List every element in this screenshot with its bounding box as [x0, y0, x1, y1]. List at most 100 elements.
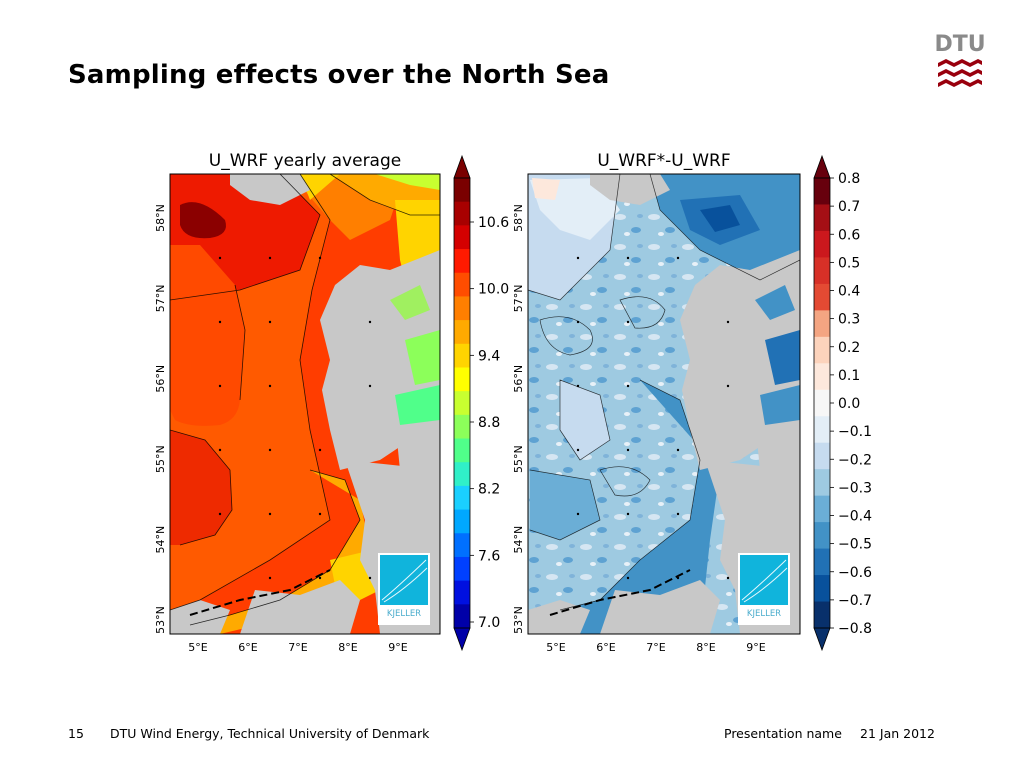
colorbar-swatch: [454, 485, 470, 511]
lat-label: 57°N: [512, 285, 525, 313]
colorbar-tick-label: −0.4: [838, 509, 872, 525]
colorbar-tick-label: −0.8: [838, 621, 872, 637]
colorbar-tick-label: −0.5: [838, 537, 872, 553]
colorbar-tick-label: 0.7: [838, 199, 860, 215]
colorbar-tick-label: 10.0: [478, 282, 509, 298]
lon-label: 8°E: [338, 641, 357, 654]
colorbar-tick-label: 0.1: [838, 368, 860, 384]
colorbar-tick-label: 7.6: [478, 548, 500, 564]
lon-label: 8°E: [696, 641, 715, 654]
colorbar-swatch: [814, 495, 830, 523]
map2-title: U_WRF*-U_WRF: [597, 151, 730, 171]
colorbar-tick-label: 0.2: [838, 340, 860, 356]
colorbar-tick-label: 9.4: [478, 348, 500, 364]
lon-label: 7°E: [646, 641, 665, 654]
colorbar-swatch: [814, 522, 830, 550]
colorbar-tick-label: −0.2: [838, 452, 872, 468]
lon-label: 5°E: [546, 641, 565, 654]
colorbar-swatch: [454, 201, 470, 226]
lon-label: 6°E: [238, 641, 257, 654]
presentation-date: 21 Jan 2012: [860, 726, 935, 741]
organization-name: DTU Wind Energy, Technical University of…: [110, 726, 430, 741]
map1-lon-axis: 5°E 6°E 7°E 8°E 9°E: [188, 641, 407, 654]
lat-label: 55°N: [154, 445, 167, 473]
colorbar-swatch: [814, 548, 830, 576]
colorbar-swatch: [814, 469, 830, 497]
colorbar-tick-label: 0.6: [838, 227, 860, 243]
map1-colorbar: 10.6 10.0 9.4 8.8 8.2 7.6 7.0: [453, 154, 509, 652]
svg-text:KJELLER: KJELLER: [747, 609, 781, 619]
dtu-logo: DTU: [936, 32, 984, 87]
colorbar-tick-label: 7.0: [478, 615, 500, 631]
map1-field: KJELLER: [170, 174, 440, 634]
colorbar-swatch: [454, 580, 470, 605]
colorbar-tick-label: 0.8: [838, 171, 860, 187]
lon-label: 5°E: [188, 641, 207, 654]
lat-label: 58°N: [512, 204, 525, 232]
lon-label: 9°E: [388, 641, 407, 654]
colorbar-swatch: [454, 604, 470, 629]
colorbar-swatch: [454, 509, 470, 534]
colorbar-tick-label: −0.7: [838, 593, 872, 609]
colorbar-swatch: [454, 556, 470, 582]
lat-label: 57°N: [154, 285, 167, 313]
colorbar-tick-label: −0.1: [838, 424, 872, 440]
colorbar-swatch: [814, 363, 830, 391]
colorbar-outline: [453, 177, 471, 629]
colorbar-swatch: [814, 230, 830, 258]
presentation-name: Presentation name: [724, 726, 842, 741]
colorbar-swatch: [454, 438, 470, 463]
colorbar-swatch: [814, 257, 830, 285]
colorbar-swatch: [814, 442, 830, 470]
colorbar-tick-label: 10.6: [478, 215, 509, 231]
colorbar-min-cap: [453, 627, 471, 652]
colorbar-swatch: [454, 367, 470, 392]
dtu-wave-icon: [938, 59, 982, 87]
colorbar-swatch: [454, 225, 470, 250]
lon-label: 6°E: [596, 641, 615, 654]
map1-title: U_WRF yearly average: [209, 151, 401, 171]
colorbar-swatch: [454, 343, 470, 368]
lon-label: 9°E: [746, 641, 765, 654]
colorbar-swatch: [814, 601, 830, 629]
colorbar-swatch: [454, 414, 470, 440]
map2-lon-axis: 5°E 6°E 7°E 8°E 9°E: [546, 641, 765, 654]
map2-field: KJELLER: [528, 174, 800, 634]
colorbar-swatch: [814, 204, 830, 232]
map1-lat-axis: 58°N 57°N 56°N 55°N 54°N 53°N: [154, 204, 167, 634]
colorbar-max-cap: [453, 154, 471, 179]
svg-text:KJELLER: KJELLER: [387, 609, 421, 619]
colorbar-swatch: [814, 575, 830, 603]
colorbar-tick-label: 0.4: [838, 284, 860, 300]
colorbar-swatch: [454, 320, 470, 345]
colorbar-tick-label: 8.8: [478, 415, 500, 431]
map2-frame: [527, 173, 801, 635]
map2-lat-axis: 58°N 57°N 56°N 55°N 54°N 53°N: [512, 204, 525, 634]
colorbar-swatch: [454, 296, 470, 321]
colorbar-swatch: [454, 178, 470, 203]
page-number: 15: [68, 726, 84, 741]
lat-label: 56°N: [512, 365, 525, 393]
colorbar-swatch: [454, 249, 470, 274]
lat-label: 56°N: [154, 365, 167, 393]
lat-label: 53°N: [512, 606, 525, 634]
colorbar-max-cap: [813, 154, 831, 179]
colorbar-min-cap: [813, 627, 831, 652]
lat-label: 54°N: [512, 526, 525, 554]
colorbar-swatch: [454, 391, 470, 416]
colorbar-tick-label: −0.3: [838, 480, 872, 496]
map2-colorbar: 0.8 0.7 0.6 0.5 0.4 0.3 0.2 0.1 0.0 −0.1 −0.2 −0.3 −…: [813, 154, 872, 652]
lat-label: 55°N: [512, 445, 525, 473]
colorbar-swatch: [454, 462, 470, 487]
lat-label: 58°N: [154, 204, 167, 232]
lat-label: 53°N: [154, 606, 167, 634]
colorbar-tick-label: 0.3: [838, 312, 860, 328]
map1-frame: [169, 173, 441, 635]
colorbar-swatch: [814, 310, 830, 338]
map2-watermark: KJELLER: [738, 553, 790, 625]
colorbar-tick-label: 0.5: [838, 255, 860, 271]
dtu-logo-text: DTU: [936, 32, 984, 57]
colorbar-tick-label: 8.2: [478, 482, 500, 498]
slide-title: Sampling effects over the North Sea: [68, 60, 610, 90]
